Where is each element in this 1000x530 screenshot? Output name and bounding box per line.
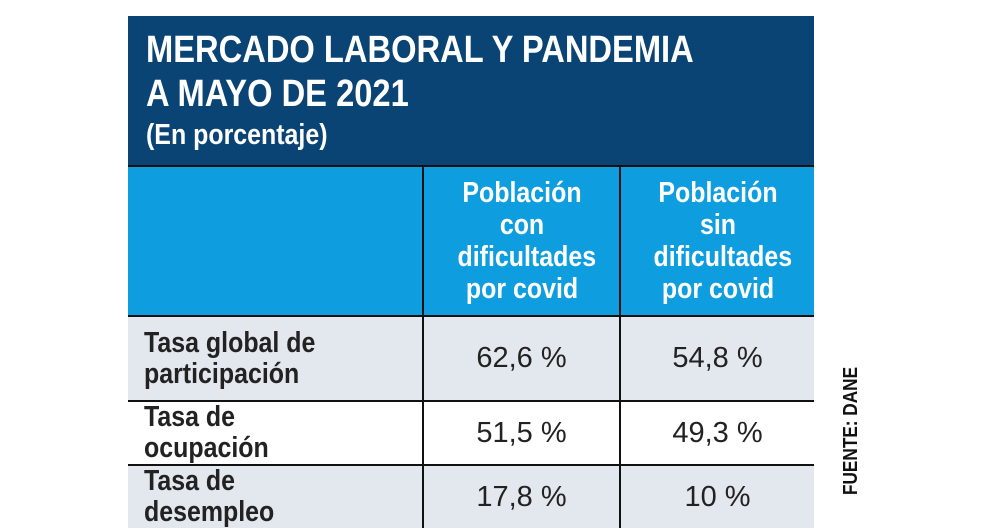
row-label: Tasa de desempleo xyxy=(128,465,424,528)
table-row: Tasa de desempleo 17,8 % 10 % xyxy=(128,465,814,528)
header-con-dificultades: Población con dificultades por covid xyxy=(423,165,621,317)
subtitle: (En porcentaje) xyxy=(146,119,357,151)
title-line-2: A MAYO DE 2021 xyxy=(146,74,452,114)
header-sin-dificultades: Población sin dificultades por covid xyxy=(620,165,814,317)
header-text: Población con dificultades por covid xyxy=(457,177,596,305)
infographic-table: MERCADO LABORAL Y PANDEMIA A MAYO DE 202… xyxy=(128,16,814,528)
table-cell: 17,8 % xyxy=(423,465,621,528)
header-row: Población con dificultades por covid Pob… xyxy=(128,165,814,317)
table-cell: 51,5 % xyxy=(423,401,621,466)
table-row: Tasa global de participación 62,6 % 54,8… xyxy=(128,316,814,402)
row-label: Tasa de ocupación xyxy=(128,401,424,466)
header-text: Población sin dificultades por covid xyxy=(653,177,792,305)
data-table: Población con dificultades por covid Pob… xyxy=(128,165,814,528)
source-note: FUENTE: DANE xyxy=(840,346,863,495)
table-cell: 10 % xyxy=(620,465,814,528)
table-cell: 49,3 % xyxy=(620,401,814,466)
row-label: Tasa global de participación xyxy=(128,316,424,402)
row-label-text: Tasa de desempleo xyxy=(144,465,275,528)
source-text: FUENTE: DANE xyxy=(840,366,862,495)
header-empty xyxy=(128,165,424,317)
row-label-text: Tasa de ocupación xyxy=(144,401,269,464)
row-label-text: Tasa global de participación xyxy=(144,326,316,390)
title-text-2: A MAYO DE 2021 xyxy=(146,73,409,115)
table-cell: 62,6 % xyxy=(423,316,621,402)
title-text-1: MERCADO LABORAL Y PANDEMIA xyxy=(146,29,694,71)
table-row: Tasa de ocupación 51,5 % 49,3 % xyxy=(128,401,814,466)
subtitle-text: (En porcentaje) xyxy=(146,119,328,151)
table-cell: 54,8 % xyxy=(620,316,814,402)
title-line-1: MERCADO LABORAL Y PANDEMIA xyxy=(146,30,783,70)
title-box: MERCADO LABORAL Y PANDEMIA A MAYO DE 202… xyxy=(128,16,814,165)
